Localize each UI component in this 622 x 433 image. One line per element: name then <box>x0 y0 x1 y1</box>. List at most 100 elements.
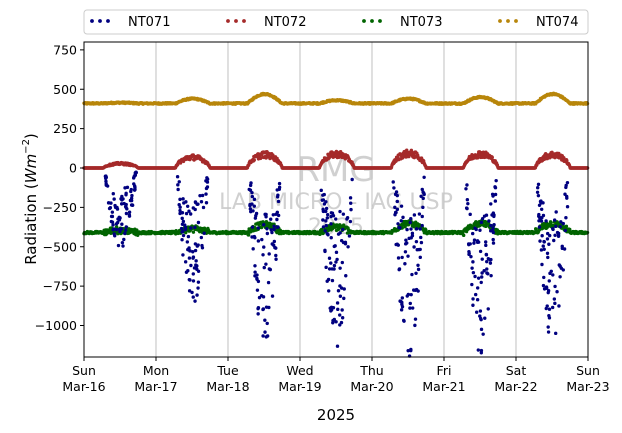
nt071-point <box>121 244 125 248</box>
nt071-point <box>492 213 496 217</box>
nt071-point <box>539 219 544 223</box>
x-tick-label-day: Thu <box>359 363 383 378</box>
nt071-point <box>187 289 192 293</box>
nt071-point <box>542 275 546 280</box>
nt071-point <box>111 227 115 232</box>
nt071-point <box>420 187 424 192</box>
nt071-point <box>107 201 111 205</box>
nt071-point <box>193 299 197 303</box>
x-tick-label-day: Wed <box>286 363 313 378</box>
nt071-point <box>554 224 558 229</box>
nt071-point <box>182 201 186 205</box>
nt071-point <box>414 271 418 275</box>
nt071-point <box>329 261 333 265</box>
nt071-point <box>321 193 325 197</box>
plot-frame <box>83 41 589 358</box>
x-tick-label-day: Fri <box>437 363 452 378</box>
nt071-point <box>249 181 253 185</box>
nt071-point <box>412 213 417 217</box>
nt071-point <box>190 290 194 295</box>
nt071-point <box>420 214 424 219</box>
nt071-point <box>410 234 415 238</box>
nt071-point <box>262 223 266 227</box>
nt071-point <box>541 283 546 288</box>
nt071-point <box>129 187 133 192</box>
nt071-point <box>250 225 255 229</box>
legend-marker <box>98 19 102 23</box>
nt071-point <box>199 200 204 204</box>
nt071-point <box>545 251 550 256</box>
nt071-point <box>248 207 253 211</box>
nt071-point <box>265 231 270 236</box>
nt071-point <box>189 226 193 230</box>
nt071-point <box>112 197 116 201</box>
nt071-point <box>475 286 480 290</box>
y-tick-label: −750 <box>43 279 77 294</box>
nt071-point <box>542 287 547 291</box>
nt073-point <box>403 225 407 229</box>
nt071-point <box>325 216 330 220</box>
nt071-point <box>191 279 196 283</box>
nt071-point <box>398 299 402 303</box>
y-tick-label: −1000 <box>35 318 77 333</box>
legend-marker <box>234 19 238 23</box>
legend-marker <box>370 19 374 23</box>
nt071-point <box>541 244 545 248</box>
nt071-point <box>334 320 338 324</box>
nt071-point <box>474 227 478 232</box>
legend-label: NT071 <box>128 15 170 30</box>
nt071-point <box>261 307 265 312</box>
legend-label: NT073 <box>400 15 442 30</box>
nt071-point <box>491 241 496 245</box>
nt071-point <box>180 238 184 242</box>
nt071-point <box>253 264 257 268</box>
nt071-point <box>414 239 419 244</box>
nt071-point <box>181 233 186 238</box>
nt071-point <box>326 212 330 217</box>
nt071-point <box>539 207 544 211</box>
nt071-point <box>396 256 401 260</box>
nt071-point <box>489 223 493 228</box>
nt071-point <box>186 234 191 239</box>
nt071-point <box>557 263 561 267</box>
nt071-point <box>478 249 483 254</box>
nt071-point <box>275 225 280 229</box>
nt072-point <box>252 158 256 162</box>
nt071-point <box>549 269 553 274</box>
nt071-point <box>562 247 567 251</box>
nt071-point <box>484 243 488 248</box>
nt071-point <box>341 212 346 216</box>
nt071-point <box>409 217 413 221</box>
legend-label: NT074 <box>536 15 578 30</box>
nt071-point <box>187 246 191 250</box>
nt071-point <box>418 227 422 231</box>
nt071-point <box>487 219 491 223</box>
nt071-point <box>189 212 193 216</box>
nt071-point <box>324 265 328 270</box>
nt071-point <box>407 236 411 241</box>
nt071-point <box>332 267 336 271</box>
nt071-point <box>476 348 480 352</box>
nt071-point <box>274 257 278 261</box>
nt071-point <box>420 223 424 228</box>
nt073-point <box>184 230 188 235</box>
nt071-point <box>470 266 474 270</box>
nt071-point <box>124 225 128 229</box>
nt071-point <box>465 198 470 202</box>
nt071-point <box>119 202 124 206</box>
nt071-point <box>181 197 185 201</box>
nt071-point <box>408 306 412 310</box>
nt071-point <box>535 190 540 195</box>
nt071-point <box>551 227 555 232</box>
nt071-point <box>180 211 185 215</box>
nt071-point <box>110 214 115 219</box>
nt071-point <box>196 269 201 273</box>
nt071-point <box>339 320 344 325</box>
nt071-point <box>189 263 193 268</box>
nt071-point <box>536 193 541 198</box>
nt071-point <box>133 187 137 192</box>
nt071-point <box>263 330 267 334</box>
nt071-point <box>201 205 206 210</box>
nt071-point <box>332 317 337 322</box>
nt071-point <box>341 227 345 232</box>
